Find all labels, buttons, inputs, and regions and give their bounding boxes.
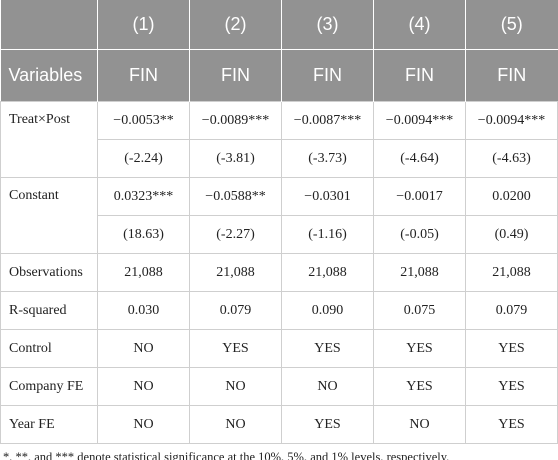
cell-value: 0.079 bbox=[189, 291, 282, 330]
row-label: Company FE bbox=[0, 367, 98, 406]
cell-value: 0.075 bbox=[373, 291, 466, 330]
t-statistic: (-3.81) bbox=[189, 139, 282, 178]
table-row: (18.63) (-2.27) (-1.16) (-0.05) (0.49) bbox=[1, 215, 558, 254]
row-label: Treat×Post bbox=[0, 101, 98, 178]
table-row: Constant 0.0323*** −0.0588** −0.0301 −0.0017… bbox=[0, 177, 558, 254]
cell-value: 0.030 bbox=[97, 291, 190, 330]
header-cell bbox=[0, 0, 98, 50]
column-number: (3) bbox=[281, 0, 374, 50]
cell-value: 0.079 bbox=[465, 291, 558, 330]
dependent-variable: FIN bbox=[189, 49, 282, 102]
cell-value: YES bbox=[465, 329, 558, 368]
t-statistic: (-3.73) bbox=[281, 139, 374, 178]
row-label: Observations bbox=[0, 253, 98, 292]
table-row: R-squared 0.030 0.079 0.090 0.075 0.079 bbox=[0, 291, 558, 330]
cell-value: YES bbox=[281, 329, 374, 368]
header-cell: Variables bbox=[0, 49, 98, 102]
results-table: (1) (2) (3) (4) (5) Variables FIN FIN FIN FIN FIN… bbox=[0, 0, 558, 444]
cell-value: NO bbox=[97, 367, 190, 406]
t-statistic: (18.63) bbox=[97, 215, 190, 254]
table-row: Control NO YES YES YES YES bbox=[0, 329, 558, 368]
cell-value: YES bbox=[373, 329, 466, 368]
dependent-variable: FIN bbox=[281, 49, 374, 102]
table-row: (-2.24) (-3.81) (-3.73) (-4.64) (-4.63) bbox=[1, 139, 558, 178]
cell-value: 0.0323*** bbox=[97, 177, 190, 216]
header-row: Variables FIN FIN FIN FIN FIN bbox=[0, 49, 558, 102]
cell-value: YES bbox=[465, 367, 558, 406]
cell-value: −0.0094*** bbox=[373, 101, 466, 140]
table-row: Company FE NO NO NO YES YES bbox=[0, 367, 558, 406]
cell-value: NO bbox=[97, 405, 190, 444]
dependent-variable: FIN bbox=[97, 49, 190, 102]
row-label: R-squared bbox=[0, 291, 98, 330]
column-number: (5) bbox=[465, 0, 558, 50]
t-statistic: (-2.24) bbox=[97, 139, 190, 178]
t-statistic: (-2.27) bbox=[189, 215, 282, 254]
t-statistic: (-4.64) bbox=[373, 139, 466, 178]
table-row: Observations 21,088 21,088 21,088 21,088 21,0… bbox=[0, 253, 558, 292]
cell-value: −0.0094*** bbox=[465, 101, 558, 140]
cell-value: YES bbox=[189, 329, 282, 368]
dependent-variable: FIN bbox=[373, 49, 466, 102]
row-label: Control bbox=[0, 329, 98, 368]
cell-value: 21,088 bbox=[97, 253, 190, 292]
t-statistic: (-4.63) bbox=[465, 139, 558, 178]
cell-value: −0.0017 bbox=[373, 177, 466, 216]
cell-value: NO bbox=[281, 367, 374, 406]
cell-value: 21,088 bbox=[189, 253, 282, 292]
table-row: Year FE NO NO YES NO YES bbox=[0, 405, 558, 444]
t-statistic: (0.49) bbox=[465, 215, 558, 254]
cell-value: NO bbox=[189, 367, 282, 406]
column-number: (4) bbox=[373, 0, 466, 50]
header-row: (1) (2) (3) (4) (5) bbox=[0, 0, 558, 50]
footnote: *, **, and *** denote statistical signif… bbox=[3, 450, 450, 460]
column-number: (2) bbox=[189, 0, 282, 50]
cell-value: −0.0588** bbox=[189, 177, 282, 216]
cell-value: NO bbox=[189, 405, 282, 444]
cell-value: YES bbox=[373, 367, 466, 406]
cell-value: NO bbox=[373, 405, 466, 444]
cell-value: 0.090 bbox=[281, 291, 374, 330]
t-statistic: (-0.05) bbox=[373, 215, 466, 254]
t-statistic: (-1.16) bbox=[281, 215, 374, 254]
cell-value: YES bbox=[281, 405, 374, 444]
cell-value: 21,088 bbox=[281, 253, 374, 292]
table-row: Treat×Post −0.0053** −0.0089*** −0.0087*** −… bbox=[0, 101, 558, 178]
cell-value: 0.0200 bbox=[465, 177, 558, 216]
cell-value: NO bbox=[97, 329, 190, 368]
cell-value: −0.0053** bbox=[97, 101, 190, 140]
row-label: Year FE bbox=[0, 405, 98, 444]
row-label: Constant bbox=[0, 177, 98, 254]
cell-value: YES bbox=[465, 405, 558, 444]
cell-value: −0.0301 bbox=[281, 177, 374, 216]
cell-value: −0.0087*** bbox=[281, 101, 374, 140]
cell-value: 21,088 bbox=[373, 253, 466, 292]
cell-value: 21,088 bbox=[465, 253, 558, 292]
cell-value: −0.0089*** bbox=[189, 101, 282, 140]
dependent-variable: FIN bbox=[465, 49, 558, 102]
column-number: (1) bbox=[97, 0, 190, 50]
